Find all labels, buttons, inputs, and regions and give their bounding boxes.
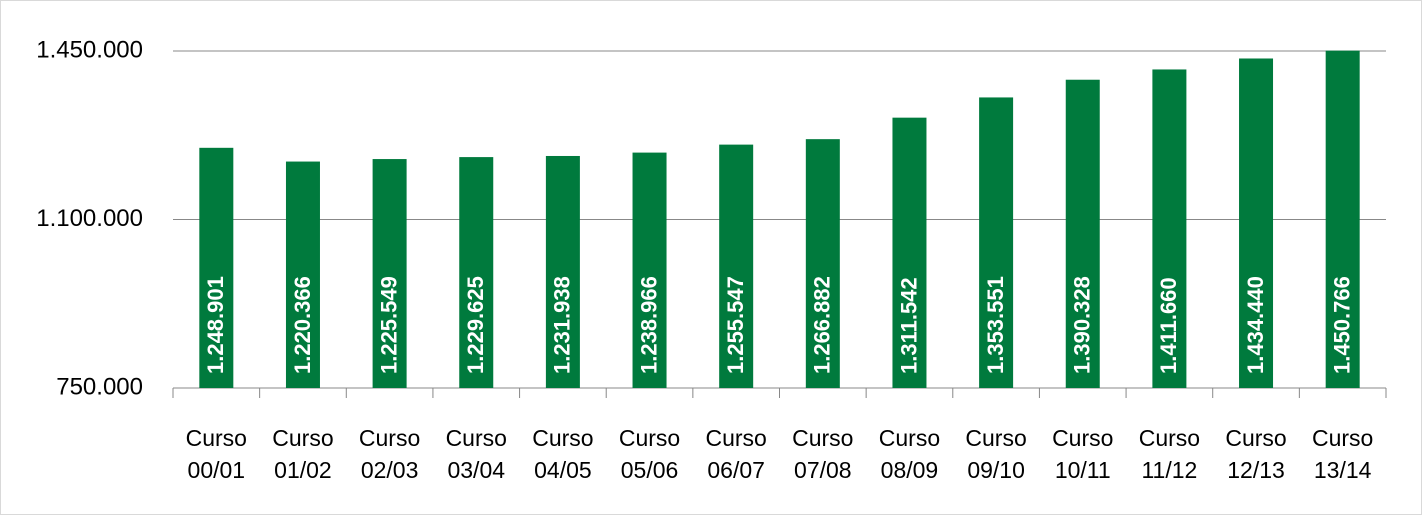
bar: [199, 147, 234, 388]
value-label: 1.266.882: [810, 276, 835, 374]
value-label: 1.225.549: [376, 276, 401, 374]
bar: [1239, 58, 1274, 388]
x-tick-label: Curso 03/04: [445, 425, 507, 483]
bar: [719, 144, 754, 388]
value-label: 1.220.366: [290, 276, 315, 374]
value-label: 1.411.660: [1156, 277, 1181, 374]
value-label: 1.450.766: [1329, 276, 1354, 374]
value-label: 1.390.328: [1070, 276, 1095, 374]
x-tick-label: Curso 09/10: [965, 425, 1027, 483]
y-tick-label: 1.450.000: [36, 36, 143, 63]
bar: [632, 152, 667, 388]
x-tick-label: Curso 10/11: [1052, 425, 1114, 483]
x-tick-label: Curso 01/02: [272, 425, 334, 483]
bar: [545, 155, 580, 388]
value-label: 1.248.901: [203, 276, 228, 374]
x-tick-label: Curso 08/09: [878, 425, 941, 483]
x-tick-label: Curso 06/07: [705, 425, 767, 483]
bar: [1065, 79, 1100, 388]
value-label: 1.311.542: [896, 277, 921, 374]
x-tick-label: Curso 05/06: [618, 425, 681, 483]
x-tick-label: Curso 11/12: [1138, 425, 1201, 483]
value-label: 1.238.966: [636, 276, 661, 374]
bar: [805, 139, 840, 388]
bar: [1152, 69, 1187, 388]
x-tick-label: Curso 00/01: [185, 425, 247, 483]
bar: [372, 159, 407, 388]
x-tick-label: Curso 02/03: [358, 425, 421, 483]
bar: [459, 157, 494, 388]
bar: [979, 97, 1014, 389]
value-label: 1.255.547: [723, 276, 748, 374]
bar: [285, 161, 320, 388]
bar: [892, 117, 927, 388]
value-label: 1.231.938: [550, 276, 575, 374]
value-label: 1.229.625: [463, 276, 488, 374]
x-tick-label: Curso 12/13: [1225, 425, 1287, 483]
x-tick-label: Curso 13/14: [1311, 425, 1374, 483]
x-tick-label: Curso 07/08: [792, 425, 854, 483]
x-tick-label: Curso 04/05: [532, 425, 594, 483]
bar: [1325, 50, 1360, 388]
value-label: 1.353.551: [983, 276, 1008, 374]
y-tick-label: 750.000: [56, 373, 143, 400]
y-tick-label: 1.100.000: [36, 205, 143, 232]
value-label: 1.434.440: [1243, 276, 1268, 374]
